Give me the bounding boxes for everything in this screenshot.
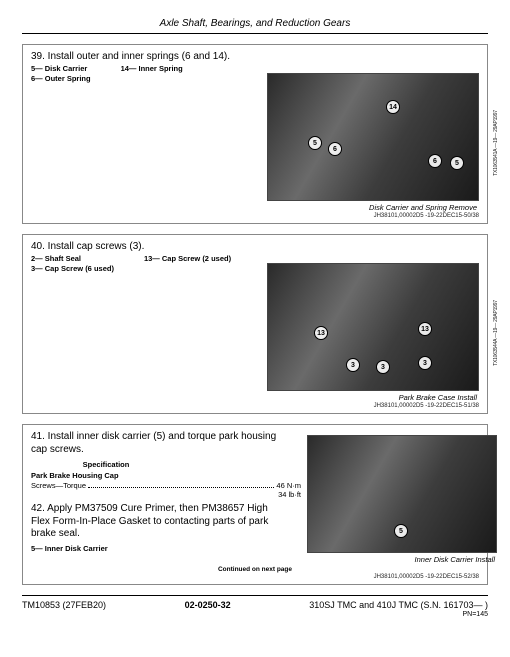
spec-dots xyxy=(88,481,274,488)
page-title: Axle Shaft, Bearings, and Reduction Gear… xyxy=(22,14,488,34)
page-footer: TM10853 (27FEB20) 02-0250-32 310SJ TMC a… xyxy=(22,595,488,618)
legend-42: 5— Inner Disk Carrier xyxy=(31,544,301,553)
footer-model: 310SJ TMC and 410J TMC (S.N. 161703— ) xyxy=(309,600,488,610)
figure-brake-case: 13 3 3 13 3 xyxy=(267,263,479,391)
step-41-text: 41. Install inner disk carrier (5) and t… xyxy=(31,431,286,456)
legend-item: 3— Cap Screw (6 used) xyxy=(31,264,114,273)
footer-pn: PN=145 xyxy=(309,611,488,618)
spec-alt: 34 lb·ft xyxy=(31,490,301,499)
side-code: TX1063541A —19— 29AP1997 xyxy=(493,110,499,176)
spec-label: Park Brake Housing Cap xyxy=(31,471,301,480)
legend-item: 13— Cap Screw (2 used) xyxy=(144,254,231,263)
legend-item: 2— Shaft Seal xyxy=(31,254,114,263)
step-42-text: 42. Apply PM37509 Cure Primer, then PM38… xyxy=(31,503,286,541)
figure-inner-disk: 5 xyxy=(307,435,497,553)
figure-caption: Park Brake Case Install xyxy=(267,393,479,402)
continued-label: Continued on next page xyxy=(31,566,479,573)
ref-code: JH38101,00002D5 -19-22DEC15-50/38 xyxy=(31,213,479,219)
spec-value: 46 N·m xyxy=(276,481,301,490)
footer-page: 02-0250-32 xyxy=(185,600,231,618)
legend-item: 5— Disk Carrier xyxy=(31,64,91,73)
ref-code: JH38101,00002D5 -19-22DEC15-52/38 xyxy=(31,574,479,580)
legend-item: 14— Inner Spring xyxy=(121,64,183,73)
figure-caption: Inner Disk Carrier Install xyxy=(307,555,497,564)
legend-item: 6— Outer Spring xyxy=(31,74,91,83)
figure-caption: Disk Carrier and Spring Remove xyxy=(267,203,479,212)
step-40-text: 40. Install cap screws (3). xyxy=(31,241,479,252)
section-39: 39. Install outer and inner springs (6 a… xyxy=(22,44,488,224)
spec-title: Specification xyxy=(31,460,181,469)
section-41-42: 41. Install inner disk carrier (5) and t… xyxy=(22,424,488,585)
figure-disk-carrier: 5 6 14 6 5 xyxy=(267,73,479,201)
footer-doc: TM10853 (27FEB20) xyxy=(22,600,106,618)
spec-name: Screws—Torque xyxy=(31,481,86,490)
side-code: TX1063544A —19— 29AP1997 xyxy=(493,300,499,366)
section-40: 40. Install cap screws (3). 2— Shaft Sea… xyxy=(22,234,488,414)
ref-code: JH38101,00002D5 -19-22DEC15-51/38 xyxy=(31,403,479,409)
step-39-text: 39. Install outer and inner springs (6 a… xyxy=(31,51,479,62)
